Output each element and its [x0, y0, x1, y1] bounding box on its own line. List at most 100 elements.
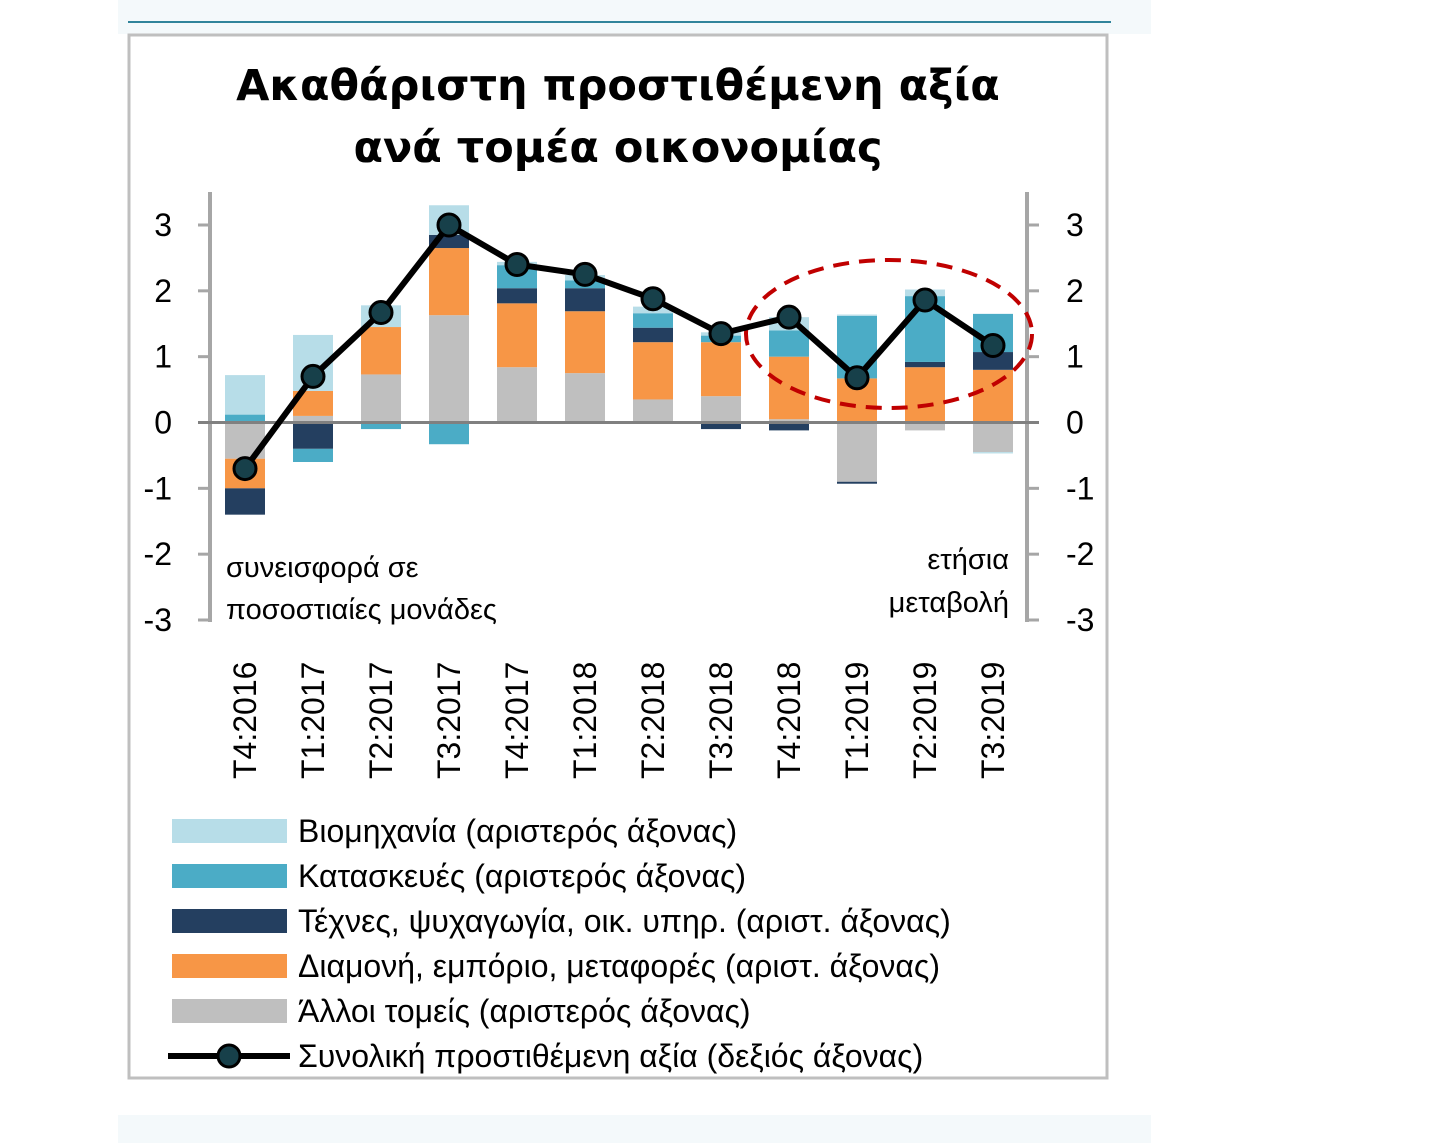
legend-label: Άλλοι τομείς (αριστερός άξονας) — [298, 993, 751, 1029]
right-tick-label: 2 — [1066, 273, 1084, 309]
bar-segment — [429, 248, 469, 316]
bar-segment — [293, 448, 333, 462]
legend-swatch — [172, 864, 287, 888]
x-tick-label: T4:2017 — [499, 662, 535, 779]
right-tick-label: -1 — [1066, 470, 1094, 506]
bar-segment — [565, 288, 605, 312]
x-tick-label: T2:2017 — [363, 662, 399, 779]
x-tick-label: T1:2018 — [567, 662, 603, 779]
left-note-line1: συνεισφορά σε — [226, 552, 419, 584]
total-point — [300, 363, 326, 389]
bar-segment — [361, 422, 401, 430]
legend-swatch — [172, 819, 287, 843]
bar-segment — [361, 327, 401, 375]
bar-segment — [633, 313, 673, 328]
bar-segment — [905, 422, 945, 431]
bar-segment — [293, 415, 333, 423]
legend-swatch — [172, 909, 287, 933]
bar-segment — [837, 481, 877, 484]
total-point — [504, 252, 530, 277]
bar-segment — [497, 288, 537, 304]
right-tick-label: -2 — [1066, 536, 1094, 572]
legend-marker — [216, 1043, 242, 1069]
bar-segment — [769, 422, 809, 431]
x-tick-label: T1:2017 — [295, 662, 331, 779]
bar-segment — [497, 367, 537, 423]
legend-swatch — [172, 999, 287, 1023]
x-tick-label: T2:2019 — [907, 662, 943, 779]
bar-segment — [837, 422, 877, 482]
total-point — [368, 300, 394, 326]
bar-segment — [701, 396, 741, 423]
total-point — [708, 321, 734, 347]
bar-segment — [973, 452, 1013, 454]
bottom-band — [118, 1115, 1151, 1143]
left-tick-label: -1 — [144, 470, 172, 506]
bar-segment — [837, 314, 877, 316]
bar-segment — [973, 369, 1013, 423]
total-line — [242, 221, 995, 471]
bar-segment — [701, 422, 741, 430]
total-point — [232, 456, 258, 482]
top-band — [118, 0, 1151, 34]
total-point — [912, 287, 938, 313]
total-point — [572, 261, 598, 287]
left-tick-label: 0 — [154, 405, 172, 441]
bar-segment — [769, 330, 809, 357]
legend-swatch — [172, 954, 287, 978]
highlight-ellipse — [744, 258, 1034, 410]
left-tick-label: -2 — [144, 536, 172, 572]
bar-segment — [225, 414, 265, 423]
total-point — [980, 332, 1006, 358]
chart-frame — [127, 33, 1109, 1080]
right-note-line2: μεταβολή — [889, 587, 1009, 619]
bar-segment — [633, 327, 673, 343]
legend-label: Συνολική προστιθέμενη αξία (δεξιός άξονα… — [298, 1038, 923, 1074]
right-tick-label: 3 — [1066, 207, 1084, 243]
bar-segment — [293, 422, 333, 449]
bar-segment — [225, 375, 265, 415]
chart-title-line2: ανά τομέα οικονομίας — [353, 123, 882, 173]
bar-segment — [769, 356, 809, 420]
total-point — [640, 286, 666, 312]
bar-segment — [565, 311, 605, 374]
x-tick-label: T3:2017 — [431, 662, 467, 779]
total-point — [436, 212, 462, 238]
right-tick-label: 1 — [1066, 339, 1084, 375]
left-tick-label: -3 — [144, 602, 172, 638]
x-tick-label: T3:2019 — [975, 662, 1011, 779]
bar-segment — [973, 352, 1013, 370]
x-tick-label: T2:2018 — [635, 662, 671, 779]
x-tick-label: T4:2016 — [227, 662, 263, 779]
chart-title-line1: Ακαθάριστη προστιθέμενη αξία — [236, 61, 1000, 111]
left-tick-label: 2 — [154, 273, 172, 309]
left-note-line2: ποσοστιαίες μονάδες — [226, 594, 497, 626]
x-tick-label: T1:2019 — [839, 662, 875, 779]
bar-segment — [429, 422, 469, 445]
right-note-line1: ετήσια — [927, 544, 1009, 576]
bar-segment — [905, 361, 945, 368]
bar-segment — [565, 373, 605, 423]
legend-label: Τέχνες, ψυχαγωγία, οικ. υπηρ. (αριστ. άξ… — [298, 903, 951, 939]
bar-segment — [701, 342, 741, 397]
legend-label: Βιομηχανία (αριστερός άξονας) — [298, 813, 737, 849]
bar-segment — [497, 303, 537, 368]
legend-label: Διαμονή, εμπόριο, μεταφορές (αριστ. άξον… — [298, 948, 940, 984]
bar-segment — [973, 422, 1013, 453]
x-tick-label: T4:2018 — [771, 662, 807, 779]
bar-segment — [769, 419, 809, 423]
bar-segment — [429, 315, 469, 423]
legend-label: Κατασκευές (αριστερός άξονας) — [298, 858, 746, 894]
bar-segment — [905, 367, 945, 423]
total-point — [776, 304, 802, 330]
bar-segment — [633, 399, 673, 423]
bar-segment — [225, 488, 265, 515]
right-tick-label: 0 — [1066, 405, 1084, 441]
bar-segment — [633, 342, 673, 400]
left-tick-label: 3 — [154, 207, 172, 243]
x-tick-label: T3:2018 — [703, 662, 739, 779]
left-tick-label: 1 — [154, 339, 172, 375]
right-tick-label: -3 — [1066, 602, 1094, 638]
bar-segment — [361, 374, 401, 423]
